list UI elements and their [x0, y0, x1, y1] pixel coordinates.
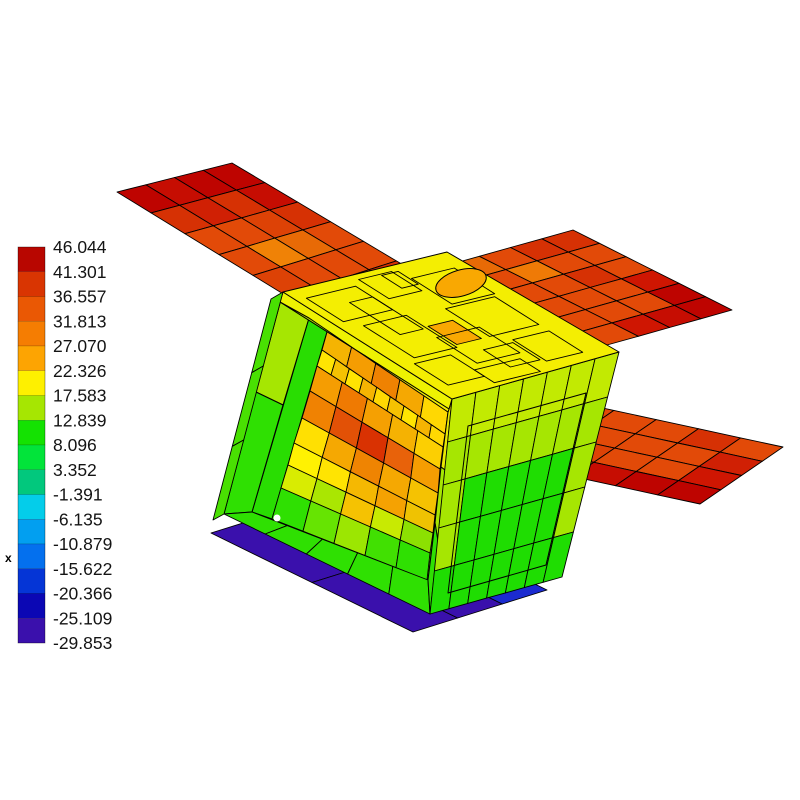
- legend-tick-label: -15.622: [53, 559, 112, 579]
- top-component: [512, 330, 584, 362]
- legend-band: [17, 494, 46, 520]
- legend-tick-label: 27.070: [53, 336, 107, 356]
- legend-band: [17, 593, 46, 619]
- frame-top-beam-right: [363, 354, 450, 413]
- legend-tick-label: 17.583: [53, 386, 107, 406]
- legend-tick-label: 46.044: [53, 237, 107, 257]
- axis-x-label: x: [5, 551, 12, 565]
- frame-left-back-edge: [212, 291, 284, 521]
- legend-band: [17, 321, 46, 347]
- legend-band: [17, 618, 46, 644]
- legend-band: [17, 420, 46, 446]
- shelf-2: [309, 365, 444, 470]
- legend-band: [17, 246, 46, 272]
- legend-tick-label: -6.135: [53, 510, 103, 530]
- legend-band: [17, 395, 46, 421]
- frame-left-back-edge-cell: [212, 439, 245, 521]
- legend-tick-label: 22.326: [53, 361, 107, 381]
- legend-band: [17, 296, 46, 322]
- legend-tick-label: 31.813: [53, 311, 107, 331]
- legend-tick-label: 8.096: [53, 435, 97, 455]
- legend-tick-label: 36.557: [53, 287, 107, 307]
- legend-tick-label: 12.839: [53, 410, 107, 430]
- legend-band: [17, 519, 46, 545]
- top-component: [363, 314, 458, 359]
- top-component: [445, 296, 540, 337]
- legend-tick-label: -1.391: [53, 485, 103, 505]
- legend-colorbar: [17, 246, 46, 644]
- top-component: [482, 342, 541, 368]
- shelf-6: [280, 464, 434, 554]
- legend-band: [17, 568, 46, 594]
- legend-band: [17, 543, 46, 569]
- top-warm-patch: [427, 319, 482, 345]
- legend-tick-label: -29.853: [53, 633, 112, 653]
- top-component: [473, 358, 541, 384]
- top-component: [381, 270, 419, 289]
- legend-band: [17, 345, 46, 371]
- legend-colorbar-border: [17, 246, 46, 644]
- top-component: [436, 326, 521, 364]
- right-lower-solar-wing-cell: [657, 480, 722, 505]
- shelf-standoffs: [316, 349, 446, 448]
- legend-tick-label: 3.352: [53, 460, 97, 480]
- legend-tick-labels: 46.044 41.301 36.557 31.813 27.070 22.326 17.5…: [53, 237, 112, 653]
- top-component: [411, 267, 496, 305]
- legend-tick-label: 41.301: [53, 262, 107, 282]
- legend-band: [17, 370, 46, 396]
- top-component: [349, 296, 424, 336]
- right-upper-solar-wing: [447, 229, 733, 346]
- right-side-panel: [429, 351, 620, 615]
- legend-tick-label: -25.109: [53, 609, 112, 629]
- legend-band: [17, 444, 46, 470]
- fastener-dot: [273, 514, 281, 522]
- top-antenna-patch: [435, 268, 487, 298]
- legend-tick-label: -20.366: [53, 584, 112, 604]
- right-panel-inset-outline: [447, 392, 587, 594]
- legend-tick-label: -10.879: [53, 534, 112, 554]
- shelf-4: [293, 417, 439, 516]
- legend-band: [17, 271, 46, 297]
- right-side-panel-cell: [542, 531, 574, 583]
- top-component: [358, 271, 423, 300]
- legend-band: [17, 469, 46, 495]
